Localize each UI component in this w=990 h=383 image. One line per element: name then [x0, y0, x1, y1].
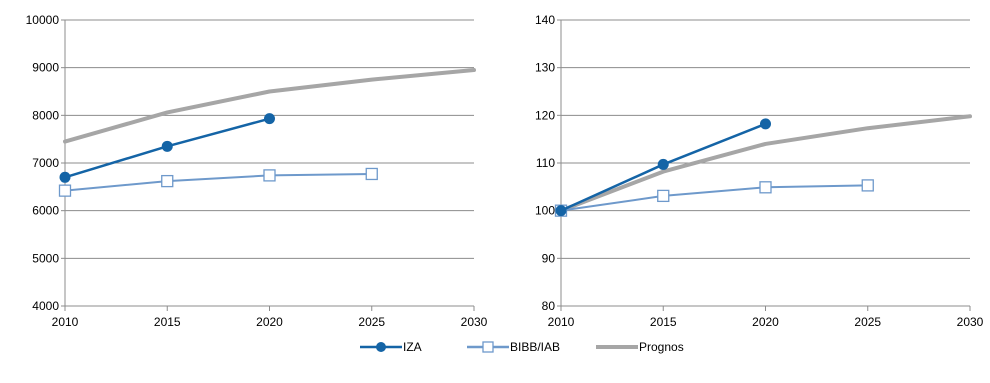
- data-point-iza: [60, 172, 71, 183]
- legend-marker: [376, 342, 386, 352]
- x-tick-label: 2025: [854, 315, 881, 329]
- x-tick-label: 2010: [52, 315, 79, 329]
- x-tick-label: 2030: [461, 315, 488, 329]
- y-tick-label: 5000: [32, 251, 59, 265]
- data-point-iza: [760, 118, 771, 129]
- chart-absolute: 4000 5000 6000 7000 8000 9000 10000 2010 2015 202…: [26, 13, 488, 329]
- y-tick-label: 140: [535, 13, 555, 27]
- y-tick-label: 100: [535, 204, 555, 218]
- y-tick-label: 110: [536, 156, 555, 170]
- data-point-bibb-iab: [264, 170, 275, 181]
- y-tick-label: 80: [542, 299, 556, 313]
- x-tick-label: 2030: [957, 315, 984, 329]
- y-tick-label: 6000: [32, 204, 59, 218]
- data-point-iza: [162, 141, 173, 152]
- legend-label: IZA: [403, 340, 422, 354]
- y-tick-label: 9000: [32, 61, 59, 75]
- data-point-bibb-iab: [658, 190, 669, 201]
- y-tick-label: 120: [535, 108, 555, 122]
- data-point-iza: [556, 205, 567, 216]
- x-tick-label: 2020: [752, 315, 779, 329]
- legend-label: Prognos: [639, 340, 684, 354]
- series-line-prognos: [65, 70, 474, 142]
- x-tick-label: 2025: [358, 315, 385, 329]
- x-tick-label: 2020: [256, 315, 283, 329]
- x-tick-label: 2015: [154, 315, 181, 329]
- data-point-bibb-iab: [760, 182, 771, 193]
- data-point-bibb-iab: [60, 185, 71, 196]
- x-tick-label: 2015: [650, 315, 677, 329]
- x-tick-label: 2010: [548, 315, 575, 329]
- data-point-bibb-iab: [862, 180, 873, 191]
- chart-index: 80 90 100 110 120 130 140 2010 2015 2020 2025 2030: [535, 13, 984, 329]
- data-point-bibb-iab: [162, 176, 173, 187]
- y-tick-label: 7000: [32, 156, 59, 170]
- data-point-iza: [264, 113, 275, 124]
- series-line-bibb-iab: [65, 174, 372, 191]
- data-point-iza: [658, 159, 669, 170]
- legend-label: BIBB/IAB: [510, 340, 560, 354]
- y-tick-label: 4000: [32, 299, 59, 313]
- data-point-bibb-iab: [366, 168, 377, 179]
- legend-marker: [483, 342, 493, 352]
- y-tick-label: 10000: [26, 13, 60, 27]
- legend: IZA BIBB/IAB Prognos: [360, 340, 684, 354]
- y-tick-label: 130: [535, 61, 555, 75]
- y-tick-label: 8000: [32, 108, 59, 122]
- y-tick-label: 90: [542, 251, 556, 265]
